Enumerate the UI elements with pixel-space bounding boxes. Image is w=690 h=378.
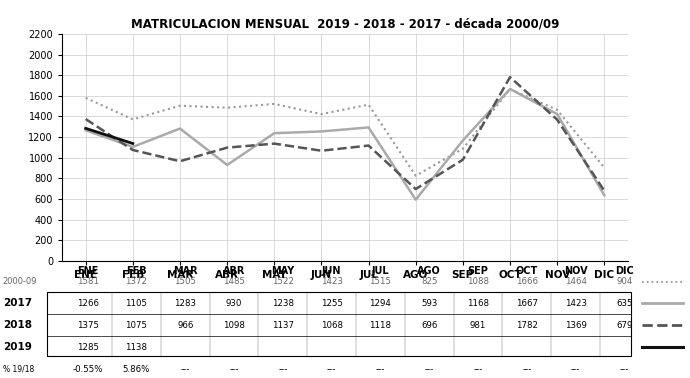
Text: 1369: 1369: [564, 321, 586, 330]
Text: 593: 593: [421, 299, 437, 308]
Text: -0.55%: -0.55%: [72, 365, 103, 374]
Text: 1105: 1105: [126, 299, 148, 308]
Text: 1266: 1266: [77, 299, 99, 308]
Text: 825: 825: [421, 277, 437, 286]
Text: 635: 635: [616, 299, 633, 308]
Text: 1238: 1238: [272, 299, 294, 308]
Text: 1255: 1255: [321, 299, 343, 308]
Text: 1581: 1581: [77, 277, 99, 286]
Bar: [47, 292, 631, 356]
Text: 1137: 1137: [272, 321, 294, 330]
Text: ---: ---: [620, 365, 629, 374]
Text: ---: ---: [278, 365, 288, 374]
Text: 2018: 2018: [3, 321, 32, 330]
Text: ---: ---: [376, 365, 385, 374]
Text: MAR: MAR: [173, 266, 197, 276]
Text: 1782: 1782: [516, 321, 538, 330]
Text: 2019: 2019: [3, 342, 32, 352]
Text: 1068: 1068: [321, 321, 343, 330]
Text: 679: 679: [616, 321, 633, 330]
Text: 981: 981: [470, 321, 486, 330]
Text: 1515: 1515: [369, 277, 391, 286]
Text: 1667: 1667: [516, 299, 538, 308]
Text: 1118: 1118: [369, 321, 391, 330]
Text: 1522: 1522: [272, 277, 294, 286]
Text: ---: ---: [327, 365, 336, 374]
Text: FEB: FEB: [126, 266, 147, 276]
Text: 1423: 1423: [321, 277, 343, 286]
Text: 1375: 1375: [77, 321, 99, 330]
Text: 1283: 1283: [175, 299, 196, 308]
Text: ENE: ENE: [77, 266, 98, 276]
Text: 966: 966: [177, 321, 193, 330]
Text: JUN: JUN: [322, 266, 342, 276]
Text: 1138: 1138: [126, 343, 148, 352]
Text: ---: ---: [473, 365, 483, 374]
Text: ---: ---: [424, 365, 434, 374]
Text: 1075: 1075: [126, 321, 148, 330]
Text: 696: 696: [421, 321, 437, 330]
Text: ABR: ABR: [223, 266, 245, 276]
Text: 1285: 1285: [77, 343, 99, 352]
Text: 1485: 1485: [223, 277, 245, 286]
Text: ---: ---: [571, 365, 580, 374]
Text: 1294: 1294: [370, 299, 391, 308]
Text: ---: ---: [181, 365, 190, 374]
Text: ---: ---: [522, 365, 531, 374]
Text: 1088: 1088: [467, 277, 489, 286]
Text: ---: ---: [229, 365, 239, 374]
Text: 1464: 1464: [564, 277, 586, 286]
Text: MAY: MAY: [271, 266, 295, 276]
Text: 5.86%: 5.86%: [123, 365, 150, 374]
Text: 1372: 1372: [126, 277, 148, 286]
Text: 1666: 1666: [516, 277, 538, 286]
Text: SEP: SEP: [468, 266, 489, 276]
Text: 2017: 2017: [3, 299, 32, 308]
Text: 1168: 1168: [467, 299, 489, 308]
Text: 1098: 1098: [223, 321, 245, 330]
Text: 904: 904: [616, 277, 633, 286]
Text: JUL: JUL: [372, 266, 389, 276]
Text: AGO: AGO: [417, 266, 441, 276]
Text: OCT: OCT: [515, 266, 538, 276]
Title: MATRICULACION MENSUAL  2019 - 2018 - 2017 - década 2000/09: MATRICULACION MENSUAL 2019 - 2018 - 2017…: [131, 17, 559, 30]
Text: % 19/18: % 19/18: [3, 365, 34, 374]
Text: 1505: 1505: [175, 277, 196, 286]
Text: NOV: NOV: [564, 266, 587, 276]
Text: 930: 930: [226, 299, 242, 308]
Text: DIC: DIC: [615, 266, 634, 276]
Text: 2000-09: 2000-09: [3, 277, 37, 286]
Text: 1423: 1423: [564, 299, 586, 308]
